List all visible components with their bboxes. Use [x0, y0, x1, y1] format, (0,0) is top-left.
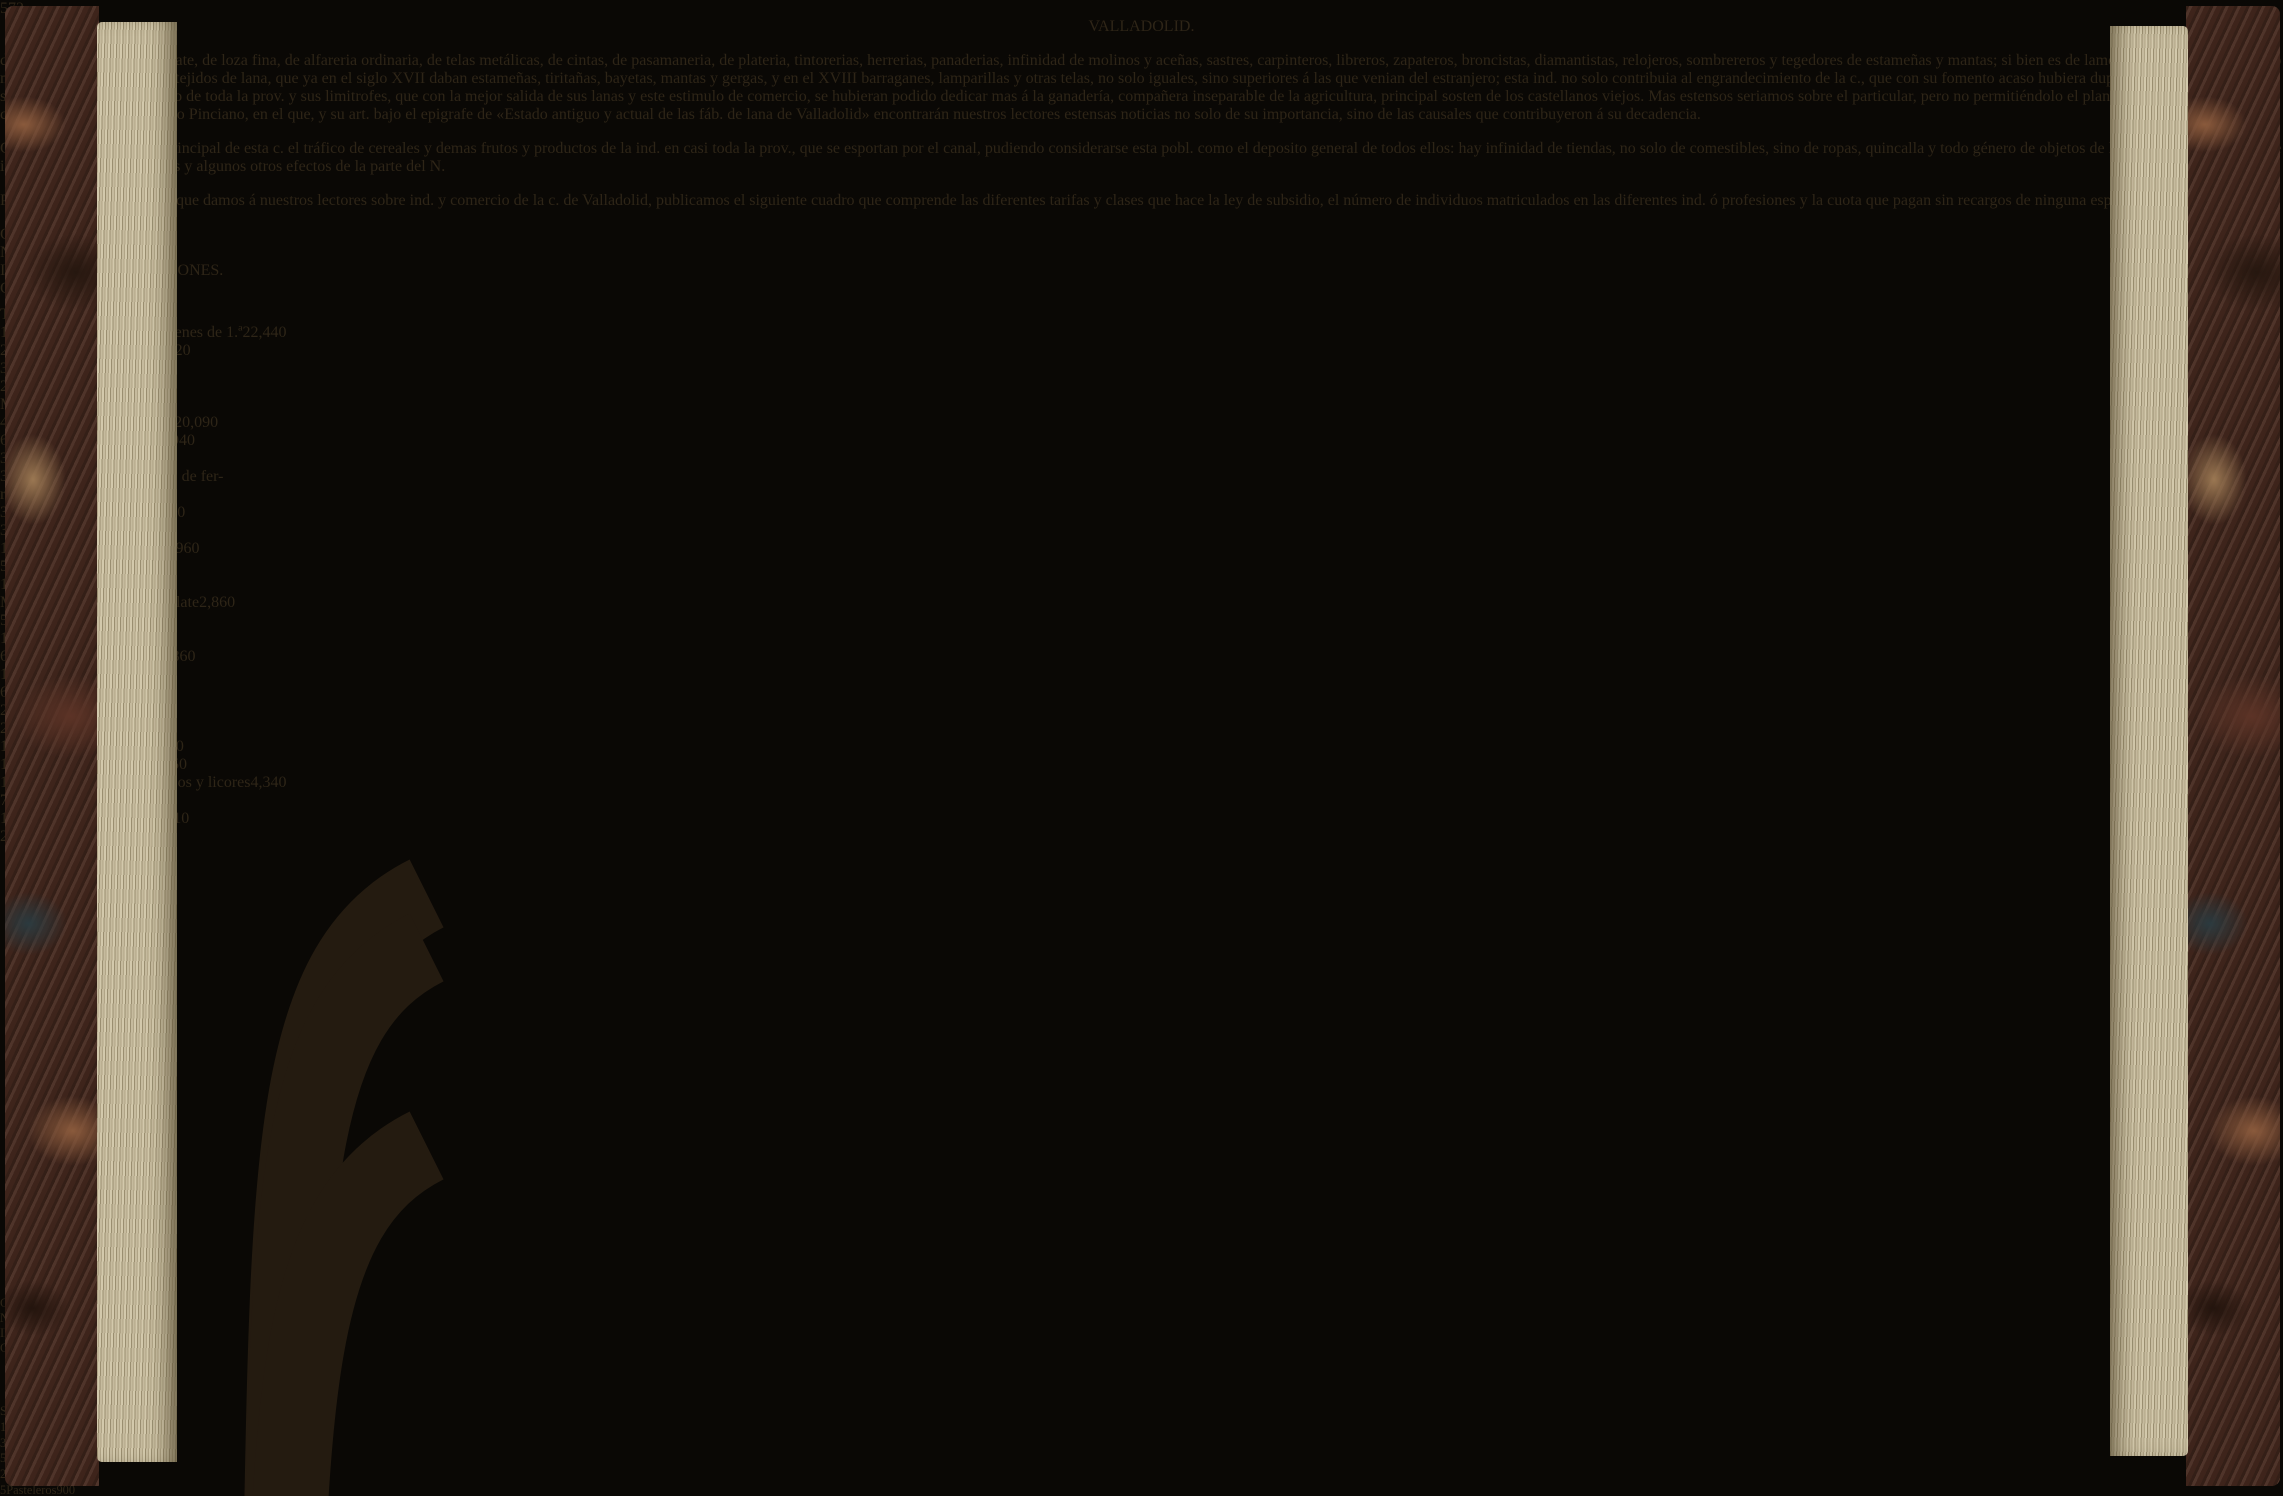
individuals-cell: 5 — [0, 558, 8, 575]
page-number: 572 — [0, 0, 2283, 18]
individuals-cell: 5 — [0, 1451, 7, 1466]
individuals-cell: 2 — [0, 378, 8, 395]
right-cover-board — [2186, 6, 2280, 1486]
table-row: 5Pasteleros900 — [0, 1483, 436, 1496]
individuals-cell: 3 — [0, 522, 8, 539]
individuals-cell: 5 — [0, 612, 8, 629]
individuals-cell: 1 — [0, 576, 8, 593]
cuota-cell: 900 — [56, 1483, 75, 1496]
cuota-cell: 4,340 — [251, 774, 287, 791]
cuota-value: 900 — [56, 1482, 76, 1496]
industry-label: Pasteleros — [6, 1482, 57, 1496]
running-head: VALLADOLID. — [1088, 18, 1195, 35]
cuota-value: 2,860 — [199, 594, 236, 611]
individuals-cell: 5 — [0, 1482, 7, 1496]
page-edges-left — [97, 22, 177, 1462]
individuals-cell: 3 — [0, 360, 8, 377]
individuals-cell: 3 — [0, 504, 8, 521]
individuals-cell: 2 — [0, 702, 8, 719]
prose-column: de pasta, de cola, de chocolate, de loza… — [0, 52, 2283, 210]
page-edges-right — [2110, 26, 2188, 1456]
industry-cell: Pasteleros — [6, 1483, 56, 1496]
left-cover-board — [5, 6, 99, 1486]
cuota-cell: 20,090 — [174, 414, 218, 431]
cuota-value: 4,340 — [250, 774, 287, 791]
paragraph: de pasta, de cola, de chocolate, de loza… — [0, 52, 2282, 123]
individuals-cell: 1 — [0, 810, 8, 827]
individuals-cell: 6 — [0, 648, 8, 665]
paragraph: Para completar las noticias que damos á … — [0, 192, 2142, 209]
individuals-cell: 2 — [0, 720, 8, 737]
individuals-cell: 6 — [0, 684, 8, 701]
individuals-cell: 3 — [0, 468, 8, 485]
cuota-value: 22,440 — [242, 324, 287, 341]
cuota-cell: 2,860 — [199, 594, 235, 611]
individuals-cell: 3 — [0, 450, 8, 467]
individuals-cell: 6 — [0, 432, 8, 449]
cuota-value: 20,090 — [174, 414, 219, 431]
cuota-cell: 22,440 — [243, 324, 287, 341]
individuals-cell: 7 — [0, 792, 8, 809]
individuals-cell: 3 — [0, 1435, 7, 1450]
paragraph: Comercio. Constituye el principal de est… — [0, 140, 2282, 175]
